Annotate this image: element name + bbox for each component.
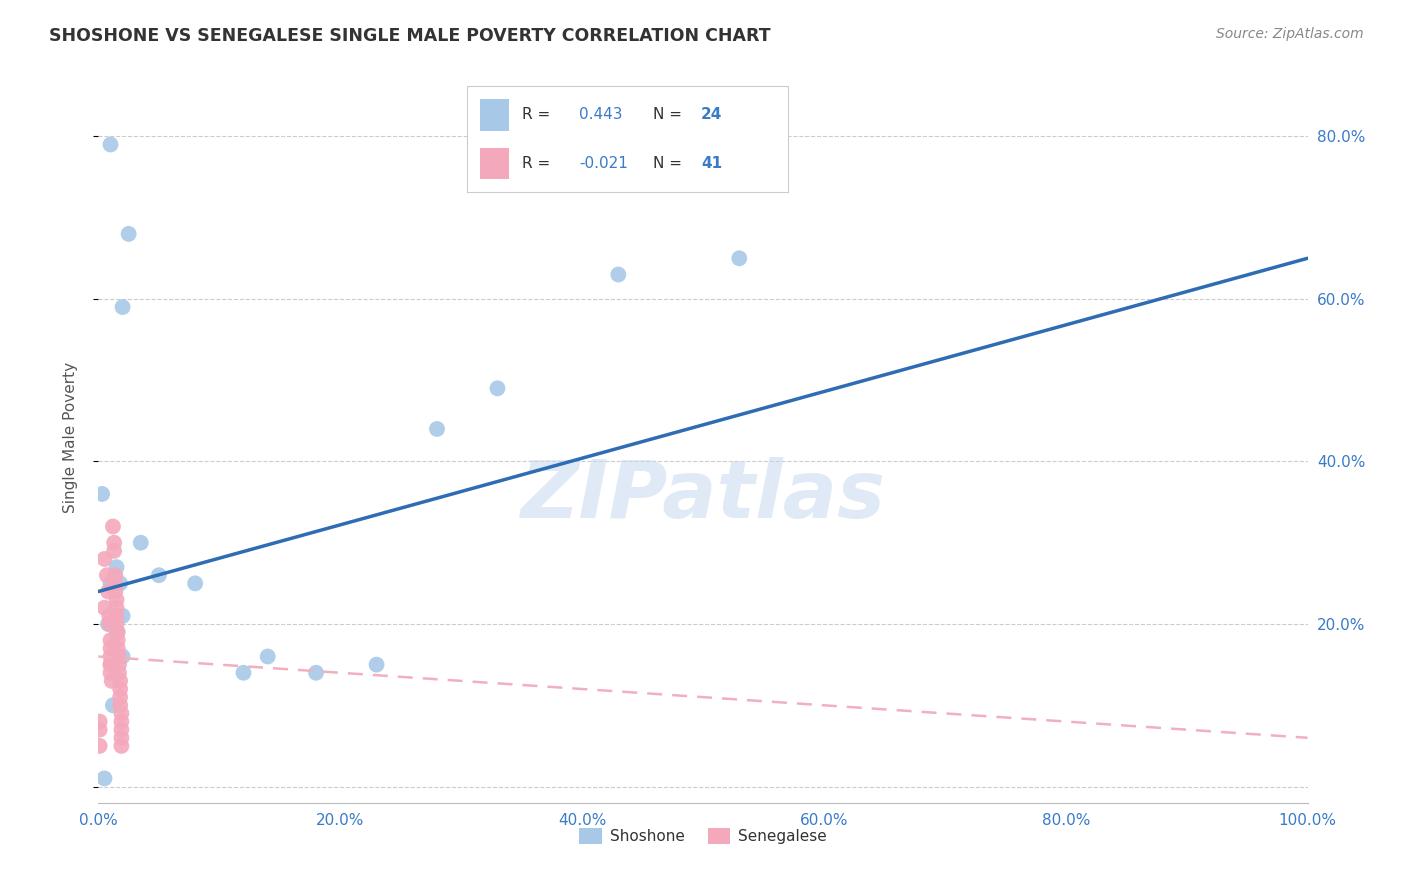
Point <box>98 608 121 623</box>
Point <box>105 560 128 574</box>
Point <box>105 592 128 607</box>
Point <box>108 673 131 688</box>
Point <box>426 422 449 436</box>
Point <box>107 641 129 656</box>
Point <box>256 649 278 664</box>
Point <box>110 739 132 753</box>
Point <box>305 665 328 680</box>
Point <box>89 714 111 729</box>
Point <box>110 706 132 721</box>
Point <box>104 584 127 599</box>
Point <box>110 731 132 745</box>
Point <box>104 568 127 582</box>
Point <box>105 617 128 632</box>
Text: SHOSHONE VS SENEGALESE SINGLE MALE POVERTY CORRELATION CHART: SHOSHONE VS SENEGALESE SINGLE MALE POVER… <box>49 27 770 45</box>
Point <box>100 657 122 672</box>
Point <box>108 576 131 591</box>
Point <box>728 252 751 266</box>
Y-axis label: Single Male Poverty: Single Male Poverty <box>63 361 77 513</box>
Point <box>100 657 122 672</box>
Point <box>103 544 125 558</box>
Point <box>107 625 129 640</box>
Point <box>110 714 132 729</box>
Point <box>107 633 129 648</box>
Point <box>96 568 118 582</box>
Point <box>110 723 132 737</box>
Point <box>101 698 124 713</box>
Point <box>366 657 388 672</box>
Point <box>100 649 122 664</box>
Point <box>89 723 111 737</box>
Point <box>100 641 122 656</box>
Point <box>486 381 509 395</box>
Point <box>97 584 120 599</box>
Point <box>93 772 115 786</box>
Point <box>232 665 254 680</box>
Point <box>108 665 131 680</box>
Point <box>148 568 170 582</box>
Text: ZIPatlas: ZIPatlas <box>520 457 886 534</box>
Point <box>100 665 122 680</box>
Point <box>108 657 131 672</box>
Point <box>98 617 121 632</box>
Point <box>129 535 152 549</box>
Point <box>91 487 114 501</box>
Point <box>184 576 207 591</box>
Point <box>104 576 127 591</box>
Point <box>93 552 115 566</box>
Point <box>101 519 124 533</box>
Point <box>118 227 141 241</box>
Point <box>93 600 115 615</box>
Point <box>100 576 122 591</box>
Point <box>89 739 111 753</box>
Point <box>108 649 131 664</box>
Point <box>108 690 131 705</box>
Point <box>100 137 122 152</box>
Point <box>105 625 128 640</box>
Point <box>100 633 122 648</box>
Point <box>105 600 128 615</box>
Point <box>105 608 128 623</box>
Point <box>607 268 630 282</box>
Point <box>111 608 134 623</box>
Point <box>111 300 134 314</box>
Point <box>100 673 122 688</box>
Point <box>103 535 125 549</box>
Point <box>111 649 134 664</box>
Point <box>108 698 131 713</box>
Text: Source: ZipAtlas.com: Source: ZipAtlas.com <box>1216 27 1364 41</box>
Point <box>97 617 120 632</box>
Legend: Shoshone, Senegalese: Shoshone, Senegalese <box>574 822 832 850</box>
Point <box>108 681 131 696</box>
